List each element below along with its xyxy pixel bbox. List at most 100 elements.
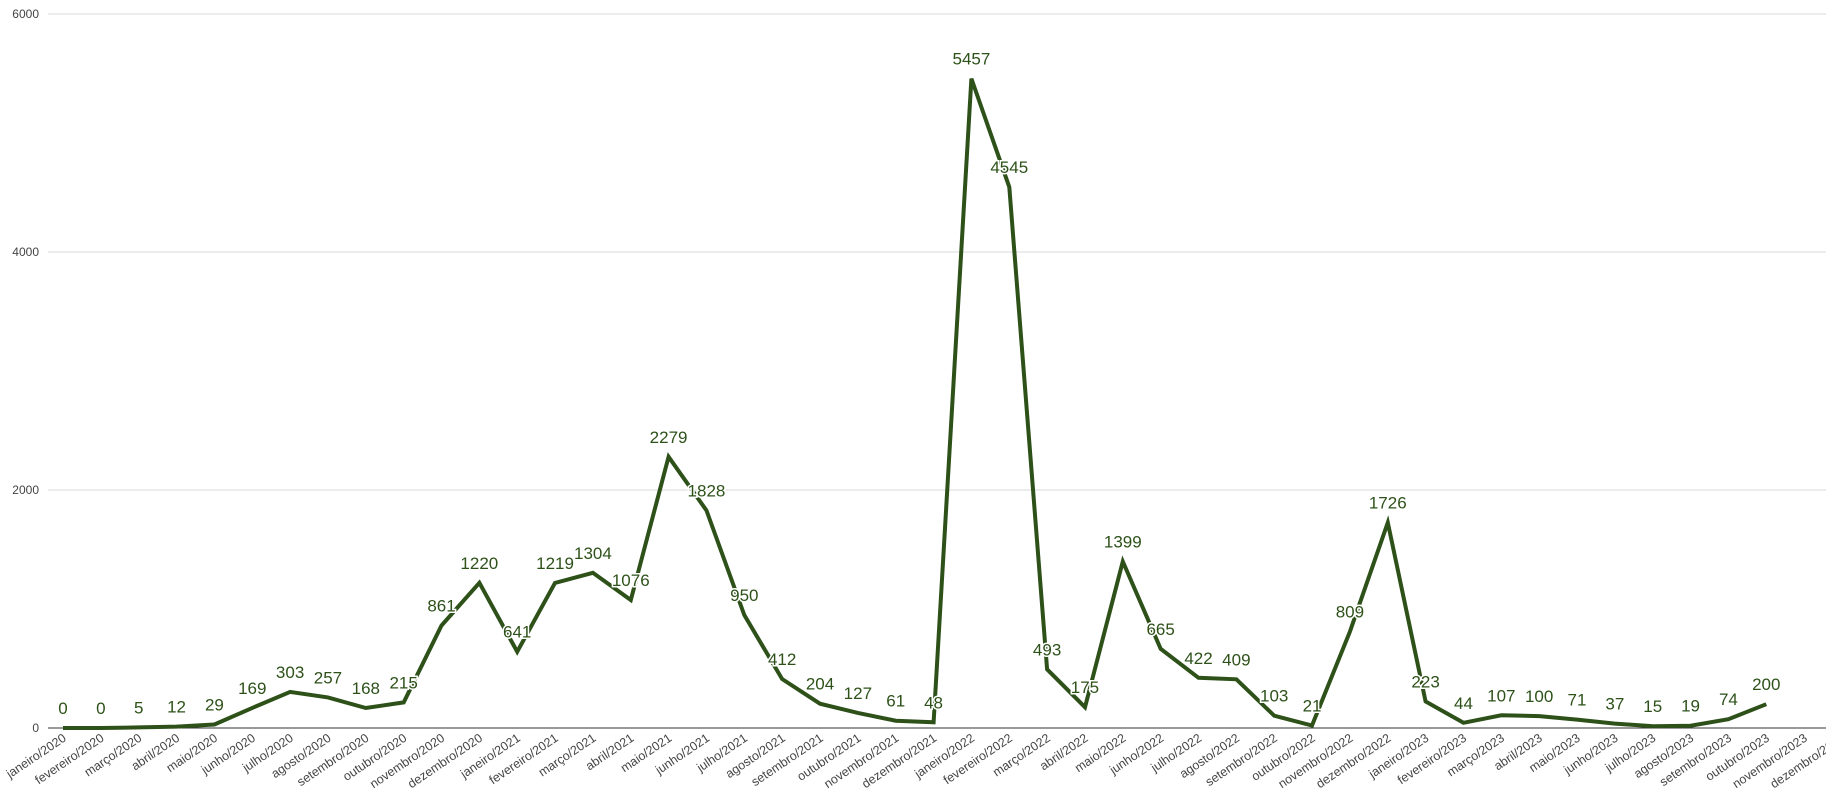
data-point [818, 702, 822, 706]
data-point [969, 77, 973, 81]
series-line [63, 77, 1768, 730]
data-point [1045, 667, 1049, 671]
data-point [667, 455, 671, 459]
data-point [1461, 721, 1465, 725]
data-point [1197, 676, 1201, 680]
data-label: 29 [205, 696, 224, 715]
data-point [440, 624, 444, 628]
data-label: 37 [1605, 695, 1624, 714]
data-point [61, 726, 65, 730]
data-label: 168 [352, 679, 380, 698]
data-label: 257 [314, 668, 342, 687]
data-label: 12 [167, 698, 186, 717]
data-point [1575, 718, 1579, 722]
data-point [1121, 560, 1125, 564]
data-label: 204 [806, 675, 834, 694]
data-label: 21 [1303, 697, 1322, 716]
data-point [629, 598, 633, 602]
y-tick-label: 6000 [12, 7, 39, 21]
data-point [212, 723, 216, 727]
data-point [742, 613, 746, 617]
data-label: 48 [924, 693, 943, 712]
y-axis-ticks: 0 2000 4000 6000 [12, 7, 39, 735]
data-point [1083, 705, 1087, 709]
data-label: 103 [1260, 687, 1288, 706]
data-point [1272, 714, 1276, 718]
data-point [402, 700, 406, 704]
data-label: 1828 [688, 481, 726, 500]
data-label: 0 [58, 699, 67, 718]
data-point [932, 720, 936, 724]
data-label: 2279 [650, 428, 688, 447]
data-point [1764, 702, 1768, 706]
data-label: 200 [1752, 675, 1780, 694]
data-point [1007, 185, 1011, 189]
data-label: 44 [1454, 694, 1473, 713]
data-point [175, 725, 179, 729]
data-label: 641 [503, 623, 531, 642]
data-point [591, 571, 595, 575]
data-label: 1726 [1369, 494, 1407, 513]
data-label: 412 [768, 650, 796, 669]
data-label: 215 [389, 673, 417, 692]
data-label: 15 [1643, 697, 1662, 716]
data-label: 0 [96, 699, 105, 718]
data-label: 665 [1146, 620, 1174, 639]
data-point [1234, 677, 1238, 681]
data-label: 71 [1568, 691, 1587, 710]
data-point [1310, 724, 1314, 728]
data-label: 1219 [536, 554, 574, 573]
data-label: 950 [730, 586, 758, 605]
data-label: 493 [1033, 640, 1061, 659]
data-point [364, 706, 368, 710]
data-label: 169 [238, 679, 266, 698]
data-label: 1076 [612, 571, 650, 590]
data-label: 61 [886, 692, 905, 711]
data-point [1386, 521, 1390, 525]
data-label: 175 [1071, 678, 1099, 697]
data-point [1499, 713, 1503, 717]
data-label: 107 [1487, 686, 1515, 705]
data-point [99, 726, 103, 730]
grid-layer [48, 13, 1826, 729]
data-label: 4545 [990, 158, 1028, 177]
data-labels: 0 0 5 12 29 169 303 257 168 215 861 1220 641 12191304… [57, 48, 1782, 719]
data-label: 19 [1681, 697, 1700, 716]
series-layer [61, 77, 1768, 730]
data-label: 1220 [460, 554, 498, 573]
x-axis-ticks: janeiro/2020fevereiro/2020março/2020abri… [3, 731, 1826, 791]
data-point [1726, 717, 1730, 721]
data-label: 127 [844, 684, 872, 703]
data-point [326, 695, 330, 699]
data-point [1159, 647, 1163, 651]
data-point [477, 581, 481, 585]
data-point [1348, 630, 1352, 634]
data-label: 5457 [952, 50, 990, 69]
data-label: 809 [1336, 603, 1364, 622]
data-label: 74 [1719, 690, 1738, 709]
data-point [704, 508, 708, 512]
y-tick-label: 4000 [12, 245, 39, 259]
data-point [856, 711, 860, 715]
y-tick-label: 0 [32, 721, 39, 735]
data-label: 1399 [1104, 533, 1142, 552]
data-label: 1304 [574, 544, 612, 563]
data-point [515, 650, 519, 654]
data-point [1651, 724, 1655, 728]
data-label: 100 [1525, 687, 1553, 706]
data-point [1537, 714, 1541, 718]
data-point [137, 725, 141, 729]
data-point [1424, 699, 1428, 703]
data-point [1613, 722, 1617, 726]
data-point [288, 690, 292, 694]
data-point [1689, 724, 1693, 728]
data-label: 223 [1411, 672, 1439, 691]
data-label: 409 [1222, 650, 1250, 669]
data-label: 861 [427, 597, 455, 616]
data-label: 422 [1184, 649, 1212, 668]
data-label: 5 [134, 698, 143, 717]
y-tick-label: 2000 [12, 483, 39, 497]
data-point [780, 677, 784, 681]
data-point [250, 706, 254, 710]
